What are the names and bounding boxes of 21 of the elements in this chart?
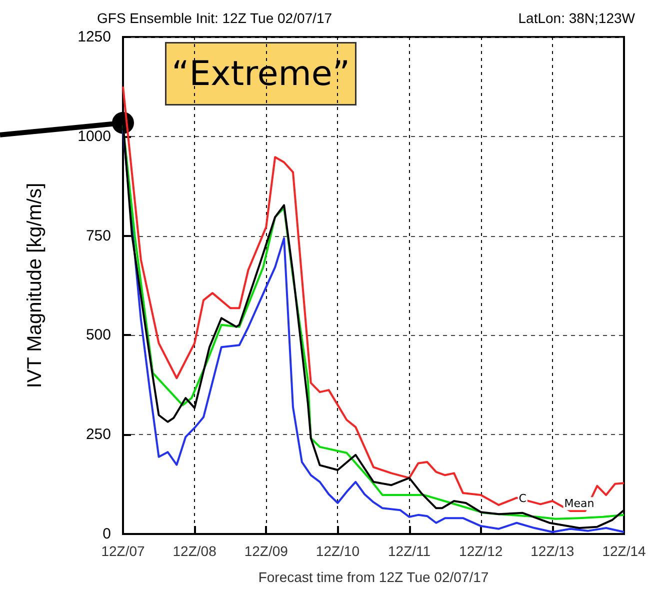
chart-title: GFS Ensemble Init: 12Z Tue 02/07/17 xyxy=(97,10,332,26)
series-label: Mean xyxy=(564,497,594,510)
x-tick-label: 12Z/12 xyxy=(459,543,503,559)
chart-subtitle: LatLon: 38N;123W xyxy=(518,10,636,26)
x-tick-label: 12Z/09 xyxy=(244,543,288,559)
y-axis-title: IVT Magnitude [kg/m/s] xyxy=(24,182,46,388)
y-tick-label: 0 xyxy=(102,526,111,542)
x-axis-title: Forecast time from 12Z Tue 02/07/17 xyxy=(258,569,489,585)
x-tick-label: 12Z/08 xyxy=(172,543,217,559)
y-tick-label: 750 xyxy=(86,227,111,244)
series-label: C xyxy=(518,492,527,505)
y-tick-label: 500 xyxy=(86,326,111,344)
x-tick-label: 12Z/11 xyxy=(388,543,431,559)
x-tick-label: 12Z/07 xyxy=(101,543,146,559)
y-tick-label: 1250 xyxy=(78,28,111,46)
x-tick-label: 12Z/10 xyxy=(316,543,360,559)
annotation: “Extreme” xyxy=(172,54,350,94)
x-tick-label: 12Z/14 xyxy=(602,543,646,559)
y-tick-label: 250 xyxy=(86,426,111,444)
x-tick-label: 12Z/13 xyxy=(530,543,574,559)
y-tick-label: 1000 xyxy=(78,128,111,145)
